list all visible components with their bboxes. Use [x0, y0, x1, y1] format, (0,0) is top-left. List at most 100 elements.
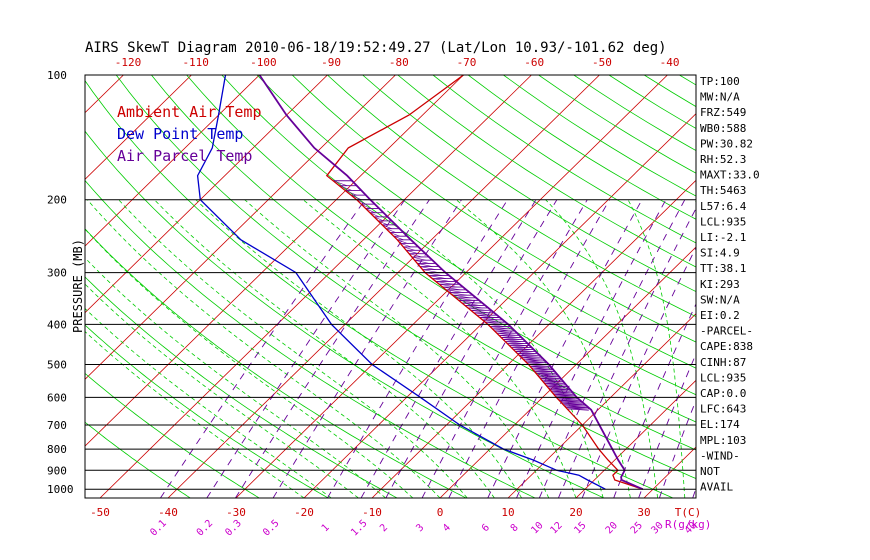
- pressure-tick-label: 500: [47, 359, 67, 372]
- cape-hatch-diagonal: [422, 269, 440, 273]
- cape-hatch-diagonal: [521, 356, 540, 360]
- cape-hatch-diagonal: [515, 351, 534, 354]
- moist-adiabat-line: [85, 307, 332, 498]
- pressure-tick-label: 200: [47, 194, 67, 207]
- dry-adiabat-line: [85, 372, 260, 498]
- mixing-ratio-tick: 10: [529, 520, 545, 536]
- cape-hatch-diagonal: [414, 259, 430, 264]
- cape-hatching: [332, 180, 591, 411]
- index-label: WB0:588: [700, 122, 746, 135]
- pressure-tick-label: 800: [47, 443, 67, 456]
- pressure-tick-label: 1000: [47, 483, 74, 496]
- cape-hatch-diagonal: [455, 297, 474, 301]
- mixing-ratio-line: [160, 199, 366, 498]
- dry-adiabat-line: [820, 75, 870, 498]
- isotherm-line: [167, 75, 600, 498]
- moist-adiabat-line: [85, 283, 359, 498]
- legend-entry: Dew Point Temp: [117, 125, 243, 143]
- dry-adiabat-line: [256, 75, 696, 369]
- cape-hatch-diagonal: [540, 378, 559, 381]
- mixing-ratio-line: [487, 199, 643, 498]
- cape-hatch-diagonal: [479, 317, 498, 321]
- top-temp-tick: -40: [660, 56, 680, 69]
- top-temp-tick: -80: [389, 56, 409, 69]
- index-label: RH:52.3: [700, 153, 746, 166]
- cape-hatch-diagonal: [464, 305, 483, 309]
- cape-hatch-diagonal: [507, 343, 526, 346]
- cape-hatch-diagonal: [403, 246, 415, 251]
- cape-hatch-diagonal: [389, 232, 400, 237]
- cape-hatch-diagonal: [435, 281, 454, 285]
- dry-adiabat-line: [432, 75, 696, 244]
- index-label: CINH:87: [700, 356, 746, 369]
- dry-adiabat-line: [785, 75, 870, 498]
- cape-hatch-diagonal: [548, 387, 568, 390]
- cape-hatch-diagonal: [564, 405, 586, 408]
- cape-hatch-diagonal: [492, 328, 511, 332]
- chart-title: AIRS SkewT Diagram 2010-06-18/19:52:49.2…: [85, 40, 667, 56]
- parcel-profile-line: [258, 75, 644, 491]
- mixing-ratio-tick: 25: [629, 520, 645, 536]
- pressure-tick-label: 600: [47, 391, 67, 404]
- cape-hatch-diagonal: [382, 224, 392, 229]
- pressure-tick-label: 700: [47, 419, 67, 432]
- cape-hatch-diagonal: [552, 392, 572, 395]
- cape-hatch-diagonal: [406, 250, 419, 254]
- cape-hatch-diagonal: [432, 278, 450, 282]
- mixing-ratio-tick: 2: [378, 522, 390, 534]
- cape-hatch-diagonal: [470, 310, 489, 314]
- mixing-ratio-tick: 0.2: [195, 518, 216, 539]
- cape-hatch-diagonal: [557, 398, 577, 401]
- top-temp-tick: -60: [524, 56, 544, 69]
- moist-adiabat-line: [627, 199, 686, 498]
- cape-hatch-diagonal: [545, 384, 565, 387]
- mixing-ratio-line: [638, 352, 696, 498]
- mixing-ratio-line: [516, 199, 667, 498]
- isotherm-line: [643, 446, 696, 498]
- grid-lines: [85, 75, 870, 498]
- index-label: MPL:103: [700, 434, 746, 447]
- cape-hatch-diagonal: [535, 373, 555, 376]
- cape-hatch-diagonal: [567, 408, 589, 411]
- cape-hatch-diagonal: [538, 376, 558, 379]
- cape-hatch-diagonal: [549, 389, 569, 392]
- cape-hatch-diagonal: [517, 353, 536, 356]
- cape-hatch-diagonal: [563, 404, 584, 407]
- bottom-temp-tick: -40: [158, 506, 178, 519]
- bottom-temp-tick: 0: [437, 506, 444, 519]
- cape-hatch-diagonal: [482, 319, 501, 323]
- mixing-ratio-tick: 6: [480, 522, 492, 534]
- index-label: FRZ:549: [700, 106, 746, 119]
- cape-hatch-diagonal: [553, 394, 573, 397]
- cape-hatch-diagonal: [551, 390, 570, 394]
- mixing-ratio-tick: 3: [414, 522, 426, 534]
- cape-hatch-diagonal: [509, 345, 528, 348]
- isotherm-line: [85, 75, 124, 114]
- isotherm-line: [99, 75, 532, 498]
- mixing-ratio-tick: 4: [441, 522, 453, 534]
- cape-hatch-diagonal: [445, 289, 464, 293]
- cape-hatch-diagonal: [511, 347, 530, 350]
- index-label: LI:-2.1: [700, 231, 746, 244]
- isotherm-line: [85, 75, 396, 380]
- cape-hatch-diagonal: [476, 314, 495, 318]
- index-label: TP:100: [700, 75, 740, 88]
- isobar-lines: 100 200 300 400 500 600 700 800 900 1000: [47, 69, 697, 499]
- index-label: SW:N/A: [700, 293, 740, 306]
- dry-adiabat-line: [467, 75, 696, 220]
- cape-hatch-diagonal: [467, 307, 486, 311]
- dry-adiabat-line: [85, 324, 329, 498]
- dry-adiabat-line: [85, 421, 191, 498]
- pressure-tick-label: 100: [47, 69, 67, 82]
- cape-hatch-diagonal: [537, 374, 557, 377]
- bottom-temp-tick: 10: [501, 506, 514, 519]
- bottom-temp-tick: -10: [362, 506, 382, 519]
- cape-hatch-diagonal: [473, 312, 492, 316]
- isotherm-line: [780, 75, 870, 498]
- pressure-tick-label: 900: [47, 464, 67, 477]
- cape-hatch-diagonal: [439, 283, 457, 288]
- cape-hatch-diagonal: [494, 330, 513, 334]
- dry-adiabat-line: [362, 75, 696, 293]
- mixing-ratio-line: [272, 199, 462, 498]
- cape-hatch-diagonal: [534, 371, 554, 374]
